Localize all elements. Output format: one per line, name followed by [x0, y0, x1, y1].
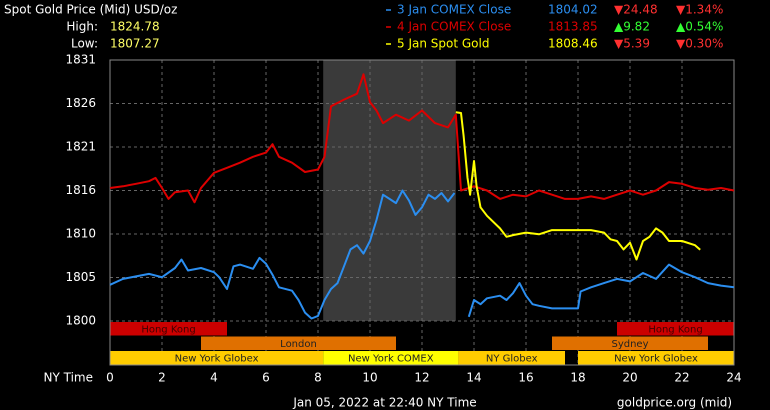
- legend-change-pct: ▼0.30%: [676, 37, 723, 51]
- series-line: [109, 189, 735, 320]
- x-tick-label: 24: [726, 371, 741, 385]
- legend-change: ▼5.39: [614, 37, 650, 51]
- x-tick-label: 20: [622, 371, 637, 385]
- session-label: New York Globex: [175, 354, 259, 365]
- session-label: NY Globex: [486, 354, 538, 365]
- session-bar: [578, 351, 734, 365]
- y-tick-label: 1800: [65, 314, 96, 328]
- session-bar: [201, 336, 396, 350]
- x-tick-label: 6: [262, 371, 270, 385]
- legend-label: 5 Jan Spot Gold: [397, 37, 489, 51]
- series-line: [109, 73, 735, 204]
- legend-label: 4 Jan COMEX Close: [397, 20, 511, 34]
- session-bar: [458, 351, 565, 365]
- x-tick-label: 10: [362, 371, 377, 385]
- legend-close: 1813.85: [548, 20, 598, 34]
- chart-title: Spot Gold Price (Mid) USD/oz: [4, 3, 177, 17]
- session-label: New York COMEX: [348, 354, 434, 365]
- session-bar: [110, 322, 227, 336]
- plot-frame: [109, 59, 735, 366]
- legend-close: 1804.02: [548, 3, 598, 17]
- x-tick-label: 8: [314, 371, 322, 385]
- session-bar: [110, 351, 324, 365]
- session-label: London: [280, 339, 317, 350]
- session-bar: [617, 322, 734, 336]
- legend-close: 1808.46: [548, 37, 598, 51]
- high-value: 1824.78: [110, 20, 160, 34]
- legend-change: ▼24.48: [614, 3, 658, 17]
- y-tick-label: 1816: [65, 183, 96, 197]
- series-line: [455, 111, 701, 261]
- source: goldprice.org (mid): [617, 396, 732, 410]
- footer: Jan 05, 2022 at 22:40 NY Time: [292, 396, 476, 410]
- x-tick-label: 4: [210, 371, 218, 385]
- y-tick-label: 1821: [65, 139, 96, 153]
- x-tick-label: 2: [158, 371, 166, 385]
- x-axis-label: NY Time: [44, 371, 94, 385]
- high-label: High:: [66, 20, 98, 34]
- session-label: Hong Kong: [648, 325, 702, 336]
- low-label: Low:: [71, 37, 98, 51]
- legend-label: 3 Jan COMEX Close: [397, 3, 511, 17]
- y-tick-label: 1810: [65, 227, 96, 241]
- legend-change: ▲9.82: [614, 20, 650, 34]
- y-tick-label: 1831: [65, 53, 96, 67]
- y-tick-label: 1826: [65, 96, 96, 110]
- legend-change-pct: ▲0.54%: [676, 20, 723, 34]
- low-value: 1807.27: [110, 37, 160, 51]
- x-tick-label: 18: [570, 371, 585, 385]
- x-tick-label: 12: [414, 371, 429, 385]
- legend-change-pct: ▼1.34%: [676, 3, 723, 17]
- x-tick-label: 22: [674, 371, 689, 385]
- y-tick-label: 1805: [65, 270, 96, 284]
- session-bar: [323, 351, 459, 365]
- session-label: New York Globex: [614, 354, 698, 365]
- x-tick-label: 14: [466, 371, 481, 385]
- session-bar: [552, 336, 708, 350]
- x-tick-label: 16: [518, 371, 533, 385]
- session-label: Sydney: [611, 339, 648, 350]
- x-tick-label: 0: [106, 371, 114, 385]
- session-label: Hong Kong: [141, 325, 195, 336]
